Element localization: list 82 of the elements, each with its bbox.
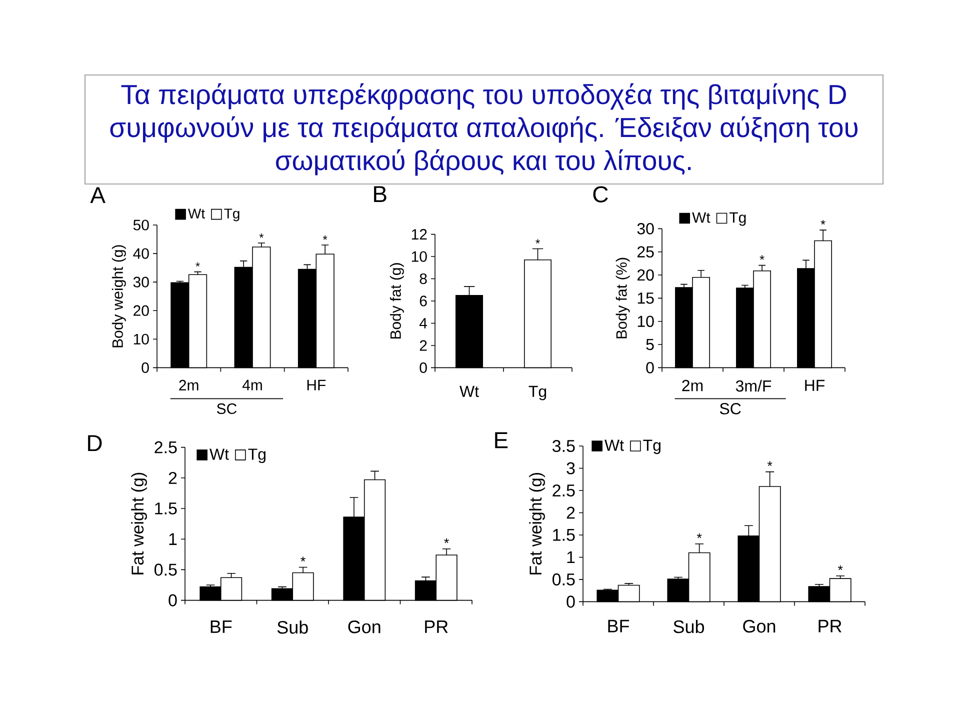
y-axis-title: Fat weight (g) [529,472,545,574]
data-label: * [196,262,200,267]
x-tick-label: 2m [179,380,198,390]
x-tick-label: HF [805,380,825,391]
y-tick-label: 0.5 [154,564,177,576]
y-tick-label: 0 [168,594,177,606]
legend-label: Wt [210,448,229,460]
legend-label: Wt [692,212,710,223]
x-tick-label: 3m/F [736,380,772,392]
data-label: * [259,234,264,238]
y-tick-label: 40 [133,248,149,259]
y-tick-label: 1.5 [155,502,177,514]
x-tick-label: BF [608,620,630,632]
y-tick-label: 2 [168,472,177,484]
x-tick-label: Tg [528,386,546,400]
legend-label: Tg [248,448,266,464]
y-axis-title: Body weight (g) [112,245,126,348]
y-tick-label: 1 [567,551,575,564]
legend-label: Wt [604,440,624,451]
y-tick-label: 30 [637,223,654,234]
y-tick-label: 2.5 [154,441,177,454]
legend-label: Tg [643,440,660,454]
legend-label: Tg [224,208,240,222]
x-tick-label: Gon [743,620,776,633]
chart-title: B [374,186,386,202]
data-label: * [444,538,449,544]
x-tick-label: Sub [277,620,308,634]
y-axis-title: Fat weight (g) [131,472,147,574]
y-tick-label: 3.5 [552,440,575,452]
data-label: * [300,556,306,562]
y-tick-label: 4 [419,318,428,328]
y-tick-label: 10 [638,316,654,328]
y-tick-label: 1.5 [553,529,575,541]
chart-title: C [593,186,608,202]
y-axis-title: Body fat (g) [390,263,404,339]
x-tick-label: PR [425,620,448,633]
x-tick-label: BF [210,620,232,633]
data-label: * [760,255,764,260]
x-tick-label: HF [307,380,326,390]
y-tick-label: 2 [566,506,575,519]
legend-label: Wt [188,208,205,218]
text: SC [720,403,741,414]
y-tick-label: 50 [133,220,149,230]
y-tick-label: 2.5 [552,484,575,497]
data-label: * [767,461,772,466]
y-tick-label: 15 [638,292,654,304]
chart-title: D [88,435,102,452]
chart-title: A [90,187,106,204]
y-tick-label: 1 [169,533,177,545]
x-tick-label: Gon [348,620,380,634]
y-axis-title: Body fat (%) [616,258,630,338]
data-label: * [536,239,540,244]
y-tick-label: 12 [412,229,427,240]
text: Τα πειράματα υπερέκφρασης του υποδοχέα της βιταμίνης D συμφωνούν με τα πειράματα απαλοιφής. Έδειξαν αύξηση του σωματικού βάρους και του λίπους. [110,83,858,176]
data-label: * [820,220,826,225]
y-tick-label: 0 [566,596,575,608]
x-tick-label: Sub [674,620,704,634]
legend-label: Tg [729,212,746,226]
y-tick-label: 3 [566,462,575,474]
y-tick-label: 2 [420,340,427,351]
x-tick-label: PR [818,620,842,632]
y-tick-label: 6 [420,296,427,306]
y-tick-label: 5 [646,338,654,350]
x-tick-label: Wt [460,386,479,398]
data-label: * [696,533,702,538]
y-tick-label: 30 [133,276,149,288]
y-tick-label: 10 [412,251,427,262]
y-tick-label: 25 [637,246,654,258]
chart-title: E [495,432,508,448]
y-tick-label: 8 [420,273,427,284]
y-tick-label: 0 [142,362,149,373]
data-label: * [838,565,843,570]
text: SC [216,403,237,414]
y-tick-label: 20 [134,305,149,316]
data-label: * [322,236,328,240]
y-tick-label: 0.5 [552,573,575,586]
y-tick-label: 10 [134,334,149,344]
y-tick-label: 0 [646,362,654,374]
y-tick-label: 0 [420,362,427,373]
x-tick-label: 4m [242,380,262,390]
x-tick-label: 2m [682,380,703,392]
y-tick-label: 20 [637,269,654,281]
